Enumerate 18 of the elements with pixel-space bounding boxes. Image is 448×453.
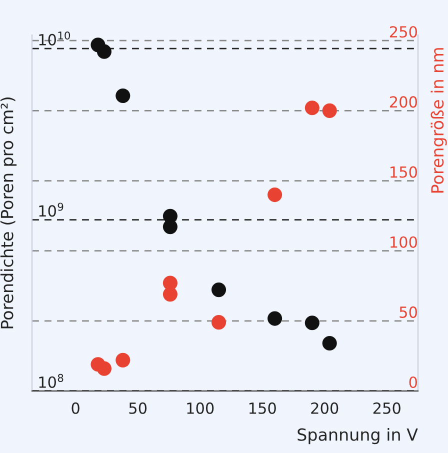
x-tick-label: 200	[311, 402, 338, 414]
y2-tick-label: 50	[400, 306, 417, 318]
y-axis-title: Porendichte (Poren pro cm²)	[0, 98, 17, 328]
y2-tick-label: 150	[390, 166, 417, 178]
y-tick-label: 10$^{10}$	[39, 31, 70, 46]
y2-axis-title: Porengröße in nm	[430, 48, 447, 193]
x-tick-label: 50	[129, 402, 147, 414]
x-tick-label: 250	[373, 402, 400, 414]
y2-tick-label: 200	[390, 96, 417, 108]
x-tick-label: 150	[249, 402, 276, 414]
x-tick-label: 100	[187, 402, 214, 414]
y2-tick-label: 0	[409, 376, 417, 388]
x-axis-title: Spannung in V	[298, 428, 418, 444]
y2-tick-label: 100	[390, 236, 417, 248]
x-tick-label: 0	[72, 402, 80, 414]
y-tick-label: 10$^{9}$	[39, 202, 64, 217]
y2-tick-label: 250	[390, 26, 417, 38]
y-tick-label: 10$^{8}$	[39, 374, 64, 388]
